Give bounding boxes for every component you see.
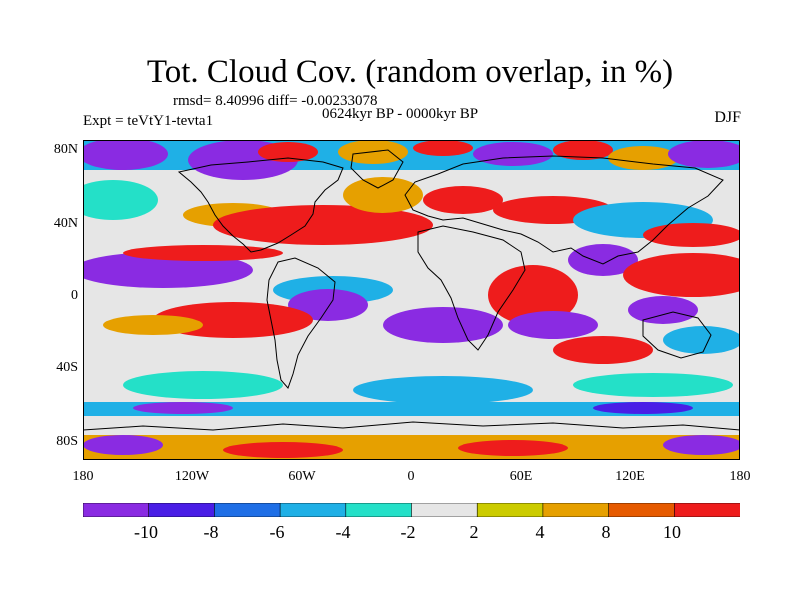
colorbar-swatch — [345, 503, 413, 517]
colorbar-label: -10 — [134, 522, 158, 542]
greenland-coastline — [350, 149, 404, 189]
antarctica-coastline — [83, 421, 740, 431]
anomaly-region — [623, 253, 740, 297]
anomaly-region — [103, 315, 203, 335]
anomaly-region — [458, 440, 568, 456]
anomaly-region — [258, 142, 318, 162]
colorbar-swatch — [214, 503, 281, 517]
colorbar-label: 10 — [663, 522, 681, 542]
anomaly-region — [123, 371, 283, 399]
anomaly-region — [383, 307, 503, 343]
anomaly-region — [288, 289, 368, 321]
colorbar-swatch — [673, 503, 740, 517]
anomaly-region — [83, 252, 253, 288]
anomaly-region — [83, 435, 163, 455]
lon-label-180e: 180 — [729, 469, 751, 484]
colorbar-label: -2 — [400, 522, 416, 542]
anomaly-region — [593, 402, 693, 414]
lon-label-120e: 120E — [615, 469, 645, 484]
lon-label-120w: 120W — [174, 469, 210, 484]
anomaly-region — [223, 442, 343, 458]
lat-label-80n: 80N — [53, 142, 78, 157]
anomaly-region — [413, 140, 473, 156]
colorbar-swatch — [476, 503, 544, 517]
anomaly-region — [343, 177, 423, 213]
colorbar-swatch — [148, 503, 216, 517]
colorbar-label: -8 — [203, 522, 219, 542]
colorbar-label: 8 — [601, 522, 611, 542]
anomaly-region — [83, 140, 168, 170]
anomaly-region — [488, 265, 578, 325]
colorbar-label: -4 — [335, 522, 351, 542]
anomaly-region — [508, 311, 598, 339]
anomaly-region — [133, 402, 233, 414]
lon-label-60e: 60E — [509, 469, 533, 484]
colorbar-swatch — [608, 503, 676, 517]
lon-label-180w: 180 — [72, 469, 94, 484]
colorbar-label: 4 — [535, 522, 545, 542]
colorbar-swatch — [83, 503, 150, 517]
experiment-label: Expt = teVtY1-tevta1 — [83, 113, 214, 129]
anomaly-region — [643, 223, 740, 247]
colorbar-swatch — [411, 503, 478, 517]
map-frame — [83, 140, 740, 460]
stats-text: rmsd= 8.40996 diff= -0.00233078 — [173, 93, 378, 109]
lat-label-40s: 40S — [56, 360, 78, 375]
north-america-coastline — [177, 157, 344, 253]
anomaly-region — [568, 244, 638, 276]
anomaly-region — [553, 336, 653, 364]
lon-label-0: 0 — [407, 469, 415, 484]
anomaly-region — [553, 140, 613, 160]
anomaly-region — [83, 435, 740, 460]
south-america-coastline — [266, 257, 336, 389]
anomaly-region — [423, 186, 503, 214]
lat-label-80s: 80S — [56, 434, 78, 449]
anomaly-region — [353, 376, 533, 404]
colorbar-swatch — [279, 503, 347, 517]
cloud-cover-map — [83, 140, 740, 460]
anomaly-region — [668, 140, 740, 168]
colorbar-label: -6 — [269, 522, 285, 542]
anomaly-region — [123, 245, 283, 261]
anomaly-region — [83, 402, 740, 416]
africa-coastline — [417, 225, 526, 351]
anomaly-region — [573, 373, 733, 397]
colorbar — [83, 503, 740, 517]
lon-label-60w: 60W — [288, 469, 316, 484]
lat-label-0: 0 — [71, 288, 78, 303]
season-label: DJF — [714, 109, 741, 126]
anomaly-region — [83, 180, 158, 220]
anomaly-region — [628, 296, 698, 324]
period-text: 0624kyr BP - 0000kyr BP — [322, 106, 479, 122]
colorbar-label: 2 — [469, 522, 479, 542]
anomaly-region — [213, 205, 433, 245]
figure-title: Tot. Cloud Cov. (random overlap, in %) — [146, 54, 674, 90]
anomaly-region — [608, 146, 678, 170]
lat-label-40n: 40N — [53, 216, 78, 231]
eurasia-coastline — [404, 155, 724, 265]
anomaly-region — [473, 142, 553, 166]
colorbar-swatch — [542, 503, 610, 517]
anomaly-region — [663, 435, 740, 455]
australia-coastline — [642, 311, 712, 359]
anomaly-region — [663, 326, 740, 354]
